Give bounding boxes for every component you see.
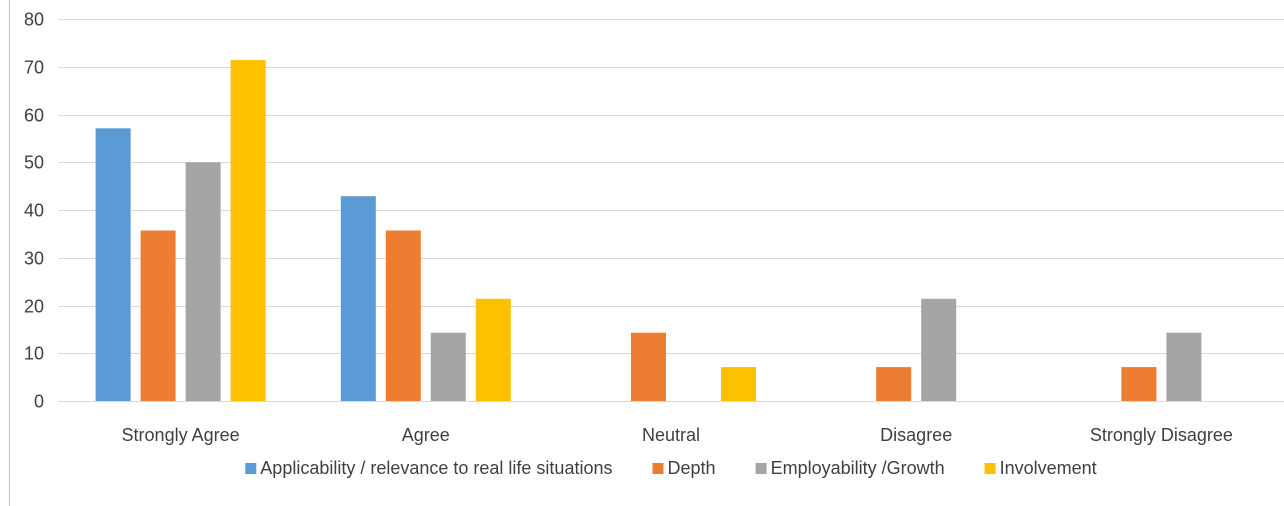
bar-strongly-disagree-series-2 bbox=[1121, 367, 1157, 401]
legend-label-4: Involvement bbox=[1000, 458, 1097, 478]
y-tick-label-10: 10 bbox=[24, 344, 44, 364]
bar-strongly-agree-series-1 bbox=[95, 128, 131, 402]
x-category-label: Strongly Disagree bbox=[1090, 425, 1233, 445]
bar-neutral-series-4 bbox=[721, 367, 756, 401]
y-tick-label-0: 0 bbox=[34, 392, 44, 412]
legend-swatch-3 bbox=[755, 463, 767, 474]
y-tick-label-30: 30 bbox=[24, 249, 44, 269]
bar-agree-series-3 bbox=[430, 332, 466, 401]
bar-strongly-disagree-series-3 bbox=[1166, 332, 1202, 401]
bar-agree-series-2 bbox=[385, 230, 421, 401]
y-tick-label-40: 40 bbox=[24, 201, 44, 221]
y-tick-label-80: 80 bbox=[24, 10, 44, 30]
legend-label-3: Employability /Growth bbox=[771, 458, 945, 478]
x-category-label: Neutral bbox=[642, 425, 700, 445]
bar-agree-series-1 bbox=[340, 196, 376, 401]
legend-label-1: Applicability / relevance to real life s… bbox=[260, 458, 612, 478]
y-tick-label-70: 70 bbox=[24, 58, 44, 78]
y-tick-label-60: 60 bbox=[24, 106, 44, 126]
y-tick-label-20: 20 bbox=[24, 297, 44, 317]
bar-agree-series-4 bbox=[475, 298, 511, 401]
bar-neutral-series-2 bbox=[631, 332, 666, 401]
bar-strongly-agree-series-2 bbox=[140, 230, 176, 401]
y-tick-label-50: 50 bbox=[24, 153, 44, 173]
legend-swatch-2 bbox=[652, 463, 664, 474]
legend-swatch-4 bbox=[984, 463, 996, 474]
x-category-label: Agree bbox=[402, 425, 450, 445]
bar-strongly-agree-series-4 bbox=[230, 60, 266, 401]
x-category-label: Disagree bbox=[880, 425, 952, 445]
bar-disagree-series-2 bbox=[876, 367, 912, 401]
bar-disagree-series-3 bbox=[921, 298, 957, 401]
legend-label-2: Depth bbox=[668, 458, 716, 478]
bar-strongly-agree-series-3 bbox=[185, 162, 221, 402]
x-category-label: Strongly Agree bbox=[122, 425, 240, 445]
legend-swatch-1 bbox=[245, 463, 257, 474]
